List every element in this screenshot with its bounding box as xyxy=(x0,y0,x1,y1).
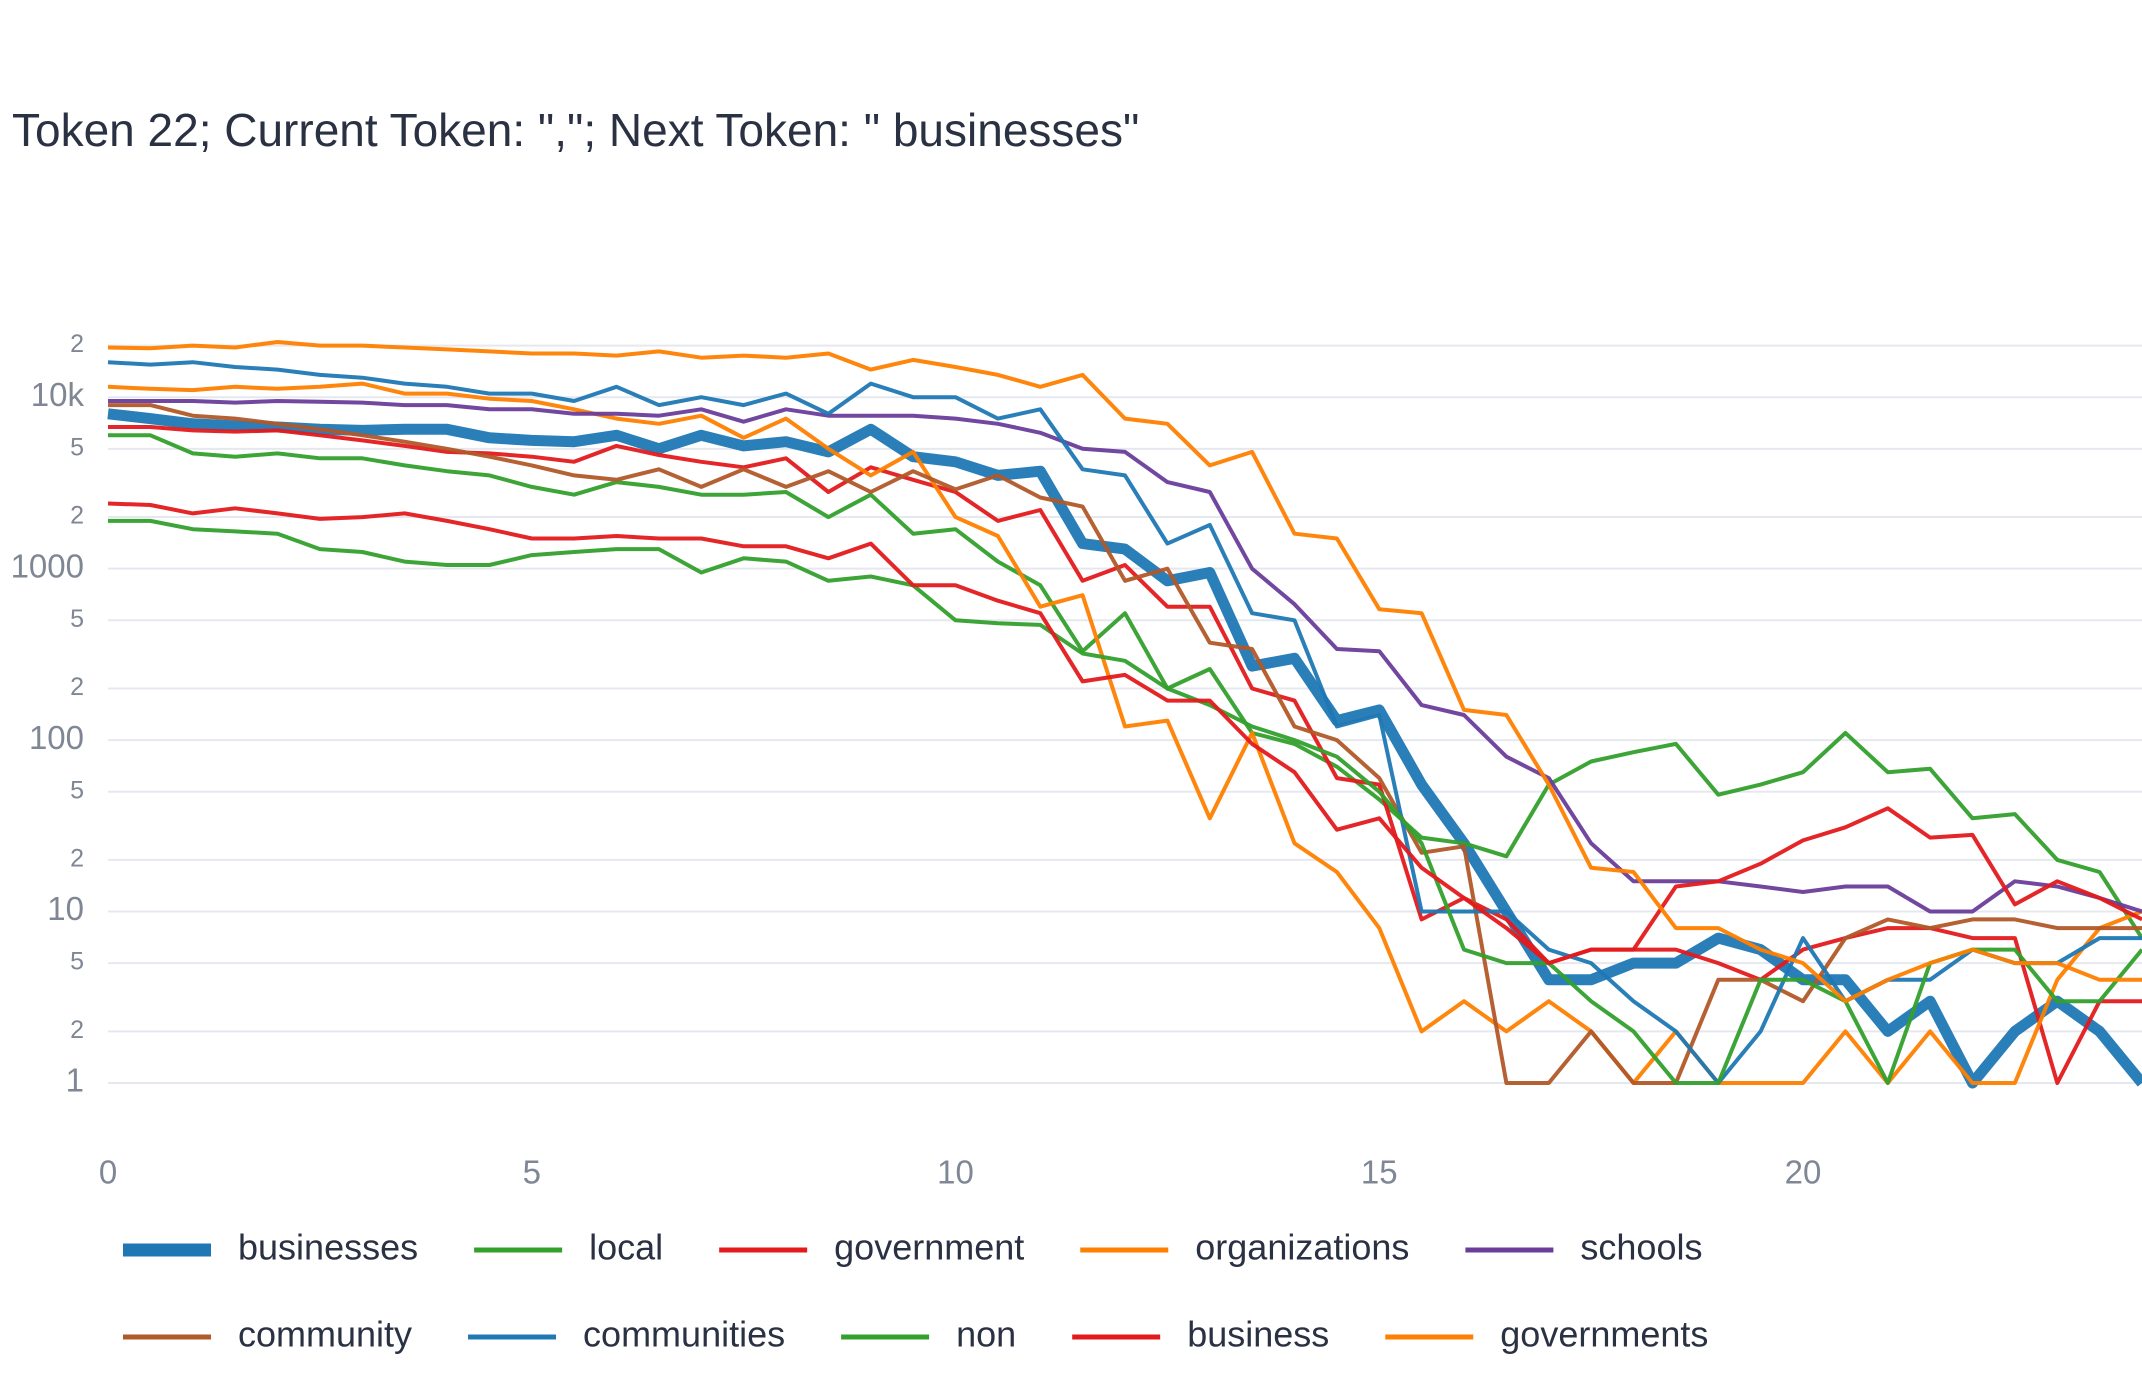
chart-title: Token 22; Current Token: ","; Next Token… xyxy=(12,104,1139,156)
series-line xyxy=(108,425,2142,1085)
y-tick-label: 1000 xyxy=(11,547,84,584)
series-line xyxy=(108,433,2142,940)
x-tick-label: 10 xyxy=(937,1154,974,1191)
series-line xyxy=(107,360,2142,1085)
series-line xyxy=(107,381,2142,1085)
y-tick-label: 1 xyxy=(66,1062,84,1099)
y-tick-label: 100 xyxy=(29,719,84,756)
legend-label: local xyxy=(589,1227,663,1268)
y-tick-label: 5 xyxy=(70,776,84,804)
y-tick-label: 5 xyxy=(70,948,84,976)
y-tick-label: 2 xyxy=(70,1016,84,1044)
series-line xyxy=(108,518,2142,1085)
legend-label: communities xyxy=(583,1314,785,1355)
y-tick-label: 2 xyxy=(70,845,84,873)
legend-label: non xyxy=(956,1314,1016,1355)
y-tick-label: 5 xyxy=(70,605,84,633)
y-tick-label: 10 xyxy=(47,890,84,927)
legend-label: organizations xyxy=(1195,1227,1409,1268)
x-tick-label: 15 xyxy=(1361,1154,1398,1191)
legend-label: government xyxy=(834,1227,1024,1268)
y-tick-label: 5 xyxy=(70,433,84,461)
legend-label: businesses xyxy=(238,1227,418,1268)
legend-label: business xyxy=(1187,1314,1329,1355)
x-tick-label: 5 xyxy=(523,1154,541,1191)
series-line xyxy=(107,340,2142,1004)
series-line xyxy=(108,399,2142,914)
y-tick-label: 2 xyxy=(70,673,84,701)
legend: businesses local government organizations sc… xyxy=(123,1227,1708,1355)
x-tick-label: 0 xyxy=(99,1154,117,1191)
series-line xyxy=(107,501,2142,966)
legend-label: schools xyxy=(1580,1227,1702,1268)
y-tick-label: 2 xyxy=(70,502,84,530)
x-tick-label: 20 xyxy=(1785,1154,1822,1191)
legend-label: community xyxy=(238,1314,412,1355)
lines xyxy=(107,340,2142,1089)
y-tick-label: 10k xyxy=(31,376,85,413)
y-tick-label: 2 xyxy=(70,330,84,358)
series-line xyxy=(108,403,2142,1085)
legend-label: governments xyxy=(1500,1314,1708,1355)
